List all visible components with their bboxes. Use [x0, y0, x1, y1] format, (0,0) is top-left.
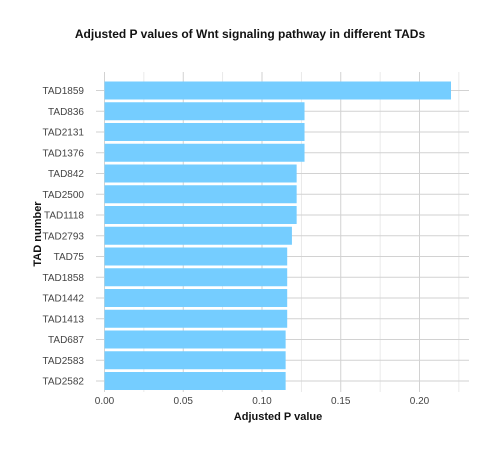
y-tick-label: TAD1413 — [42, 314, 84, 325]
y-tick-label: TAD2500 — [42, 190, 84, 201]
y-tick-label: TAD1859 — [42, 86, 84, 97]
y-tick-label: TAD2131 — [42, 128, 84, 139]
x-axis-title: Adjusted P value — [234, 411, 322, 423]
y-tick-label: TAD2583 — [42, 356, 84, 367]
bars — [104, 81, 451, 390]
bar-tad2500 — [104, 185, 297, 204]
x-tick-label: 0.15 — [331, 396, 351, 407]
y-axis-title: TAD number — [32, 201, 44, 267]
y-tick-label: TAD836 — [48, 107, 84, 118]
bar-tad1413 — [104, 309, 288, 328]
y-tick-label: TAD842 — [48, 169, 84, 180]
bar-tad836 — [104, 102, 305, 121]
bar-tad1376 — [104, 143, 305, 162]
y-tick-labels: TAD1859 TAD836 TAD2131 TAD1376 TAD842 TAD2500… — [42, 86, 84, 388]
y-tick-label: TAD1118 — [44, 211, 84, 222]
y-tick-label: TAD687 — [48, 335, 84, 346]
bar-tad2131 — [104, 123, 305, 141]
bar-tad1859 — [104, 81, 451, 100]
x-tick-label: 0.10 — [252, 396, 272, 407]
bar-tad2793 — [104, 226, 292, 245]
y-tick-label: TAD75 — [54, 252, 85, 263]
x-tick-label: 0.00 — [95, 396, 115, 407]
chart-title: Adjusted P values of Wnt signaling pathw… — [74, 27, 426, 41]
y-tick-label: TAD1376 — [42, 148, 84, 159]
bar-tad687 — [104, 330, 286, 349]
y-tick-label: TAD2582 — [42, 377, 84, 388]
x-tick-label: 0.05 — [174, 396, 194, 407]
bar-tad75 — [104, 247, 288, 266]
y-tick-label: TAD1858 — [42, 273, 84, 284]
bar-tad1442 — [104, 289, 288, 307]
bar-tad842 — [104, 164, 297, 183]
y-tick-label: TAD2793 — [42, 231, 84, 242]
bar-tad1118 — [104, 206, 297, 224]
bar-tad2582 — [104, 372, 286, 390]
x-tick-labels: 0.00 0.05 0.10 0.15 0.20 — [95, 396, 430, 407]
bar-tad2583 — [104, 351, 286, 370]
bar-tad1858 — [104, 268, 288, 287]
x-tick-label: 0.20 — [410, 396, 430, 407]
y-tick-label: TAD1442 — [42, 294, 84, 305]
